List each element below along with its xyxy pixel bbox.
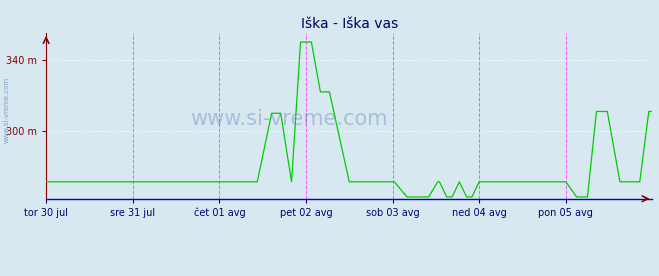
Title: Iška - Iška vas: Iška - Iška vas — [301, 17, 398, 31]
Text: www.si-vreme.com: www.si-vreme.com — [3, 77, 9, 144]
Text: www.si-vreme.com: www.si-vreme.com — [190, 109, 387, 129]
